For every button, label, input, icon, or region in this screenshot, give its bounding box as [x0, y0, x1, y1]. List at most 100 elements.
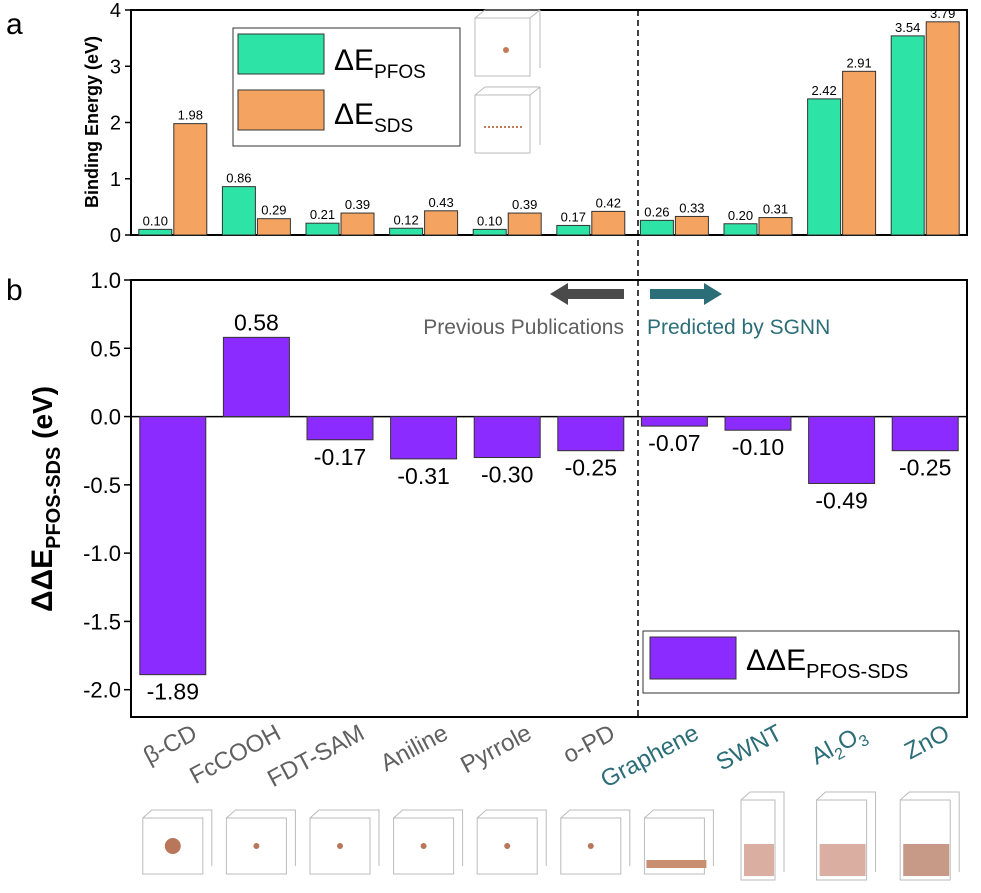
panel-a-bar-label: 0.10 [477, 213, 502, 228]
panel-b-bar-label: -0.49 [815, 487, 867, 513]
panel-b-bars: -1.89 0.58 -0.17 -0.31 -0.30 -0.25 -0.07 -0.10 -… [131, 309, 967, 705]
panel-a-bar-sds [507, 212, 542, 236]
panel-b-bar-label: -0.30 [481, 462, 533, 488]
slab-structure [744, 844, 774, 876]
panel-a-bar-sds [842, 70, 877, 236]
panel-a-bars: 0.10 0.86 0.21 0.12 0.10 0.17 0.26 0.20 2.42 3.54… [138, 6, 960, 236]
panel-a-y-tick-label: 0 [110, 225, 121, 247]
panel-a-y-tick-label: 1 [110, 169, 121, 191]
panel-b-y-axis: 1.0 0.5 0.0 -0.5 -1.0 -1.5 -2.0 [83, 268, 131, 703]
panel-a-bar-label: 0.33 [679, 200, 704, 215]
panel-b-bar [390, 416, 458, 460]
panel-a-bar-label: 2.91 [846, 55, 871, 70]
panel-b-bar-label: -0.07 [648, 430, 700, 456]
legend-swatch-pfos [237, 33, 325, 75]
molecule-glyph [504, 843, 511, 849]
panel-b-bar [473, 416, 541, 459]
thumbnail-box [899, 799, 951, 881]
panel-b-bar-label: -0.17 [314, 444, 366, 470]
panel-a-bar-label: 0.21 [310, 207, 335, 222]
thumbnail-box [225, 817, 287, 875]
slab-structure [819, 844, 866, 876]
panel-a-bar-pfos [389, 227, 424, 236]
panel-b-y-tick-label: -2.0 [83, 678, 121, 703]
panel-a-bar-label: 0.10 [143, 213, 168, 228]
panel-a-bar-label: 0.42 [596, 195, 621, 210]
panel-a-bar-sds [674, 215, 709, 236]
panel-a-bar-sds [925, 21, 960, 236]
legend-label-sds: ΔESDS [334, 98, 413, 137]
thumbnail-box [740, 799, 776, 881]
panel-b-y-axis-label: ΔΔEPFOS-SDS (eV) [26, 386, 65, 612]
thumbnail-box [309, 817, 371, 875]
panel-b-bar [640, 416, 708, 427]
panel-b-bar-label: -0.10 [732, 434, 784, 460]
arrow-predicted [650, 283, 722, 305]
thumbnail-box [142, 817, 204, 875]
thumbnail-box [393, 817, 455, 875]
x-axis-label: ZnO [900, 719, 954, 765]
panel-a-y-tick-label: 2 [110, 113, 121, 135]
panel-a-bar-pfos [807, 98, 842, 236]
panel-b-bar-label: -0.25 [899, 455, 951, 481]
panel-b-bar-label: 0.58 [234, 309, 279, 335]
panel-b-y-tick-label: 0.0 [90, 405, 121, 430]
panel-a-y-tick-label: 3 [110, 56, 121, 78]
panel-b-frame [130, 279, 968, 718]
legend-swatch-diff [649, 636, 737, 680]
x-axis-label: SWNT [712, 719, 787, 776]
thumbnail-box [816, 799, 868, 881]
thumbnail-box [476, 817, 538, 875]
x-axis-label: Al2O3 [807, 719, 873, 774]
panel-a-bar-label: 0.17 [561, 209, 586, 224]
panel-a-bar-label: 0.29 [261, 203, 286, 218]
panel-a-bar-pfos [138, 228, 173, 236]
panel-b-y-tick-label: -0.5 [83, 473, 121, 498]
molecule-glyph [420, 843, 427, 849]
panel-a-bar-pfos [723, 223, 758, 236]
x-axis-label: Pyrrole [456, 719, 536, 779]
panel-a-bar-sds [758, 217, 793, 236]
panel-a-bar-sds [591, 210, 626, 236]
x-axis-label: Aniline [376, 719, 452, 777]
panel-a-bar-pfos [890, 35, 925, 236]
panel-b: 1.0 0.5 0.0 -0.5 -1.0 -1.5 -2.0 ΔΔEPFOS-SDS (e… [26, 268, 968, 718]
molecule-glyph [337, 843, 343, 849]
thumbnail-box [643, 817, 705, 875]
panel-a-bar-sds [173, 123, 208, 236]
panel-a-bar-sds [256, 218, 291, 236]
panel-a-bar-pfos [221, 186, 256, 236]
previous-publications-label: Previous Publications [423, 316, 624, 339]
panel-b-label: b [6, 274, 23, 307]
molecule-glyph [253, 843, 260, 849]
predicted-by-sgnn-label: Predicted by SGNN [647, 316, 830, 339]
legend-swatch-sds [237, 89, 325, 131]
molecule-glyph [164, 838, 181, 854]
panel-b-bar-label: -1.89 [147, 679, 199, 705]
panel-a-bar-label: 0.39 [345, 197, 370, 212]
panel-b-bar-label: -0.31 [397, 463, 449, 489]
panel-a-y-axis: 0 1 2 3 4 [110, 0, 131, 247]
panel-a-bar-label: 2.42 [811, 83, 836, 98]
panel-b-bar [808, 416, 876, 484]
panel-a-y-tick-label: 4 [110, 0, 121, 22]
panel-a-bar-sds [340, 212, 375, 236]
panel-a-bar-label: 0.86 [226, 171, 251, 186]
slab-structure [903, 844, 950, 876]
panel-b-y-tick-label: 1.0 [90, 268, 121, 293]
legend-label-diff: ΔΔEPFOS-SDS [746, 644, 908, 683]
panel-a-bar-label: 0.26 [644, 204, 669, 219]
legend-label-pfos: ΔEPFOS [334, 44, 426, 83]
molecule-glyph [587, 843, 594, 849]
panel-a-y-axis-label: Binding Energy (eV) [82, 36, 102, 208]
panel-a-bar-label: 0.20 [728, 208, 753, 223]
panel-a-bar-label: 0.43 [428, 195, 453, 210]
panel-a-bar-label: 3.54 [895, 20, 920, 35]
panel-a-bar-label: 1.98 [178, 108, 203, 123]
panel-a-bar-label: 0.12 [393, 212, 418, 227]
panel-b-legend: ΔΔEPFOS-SDS [642, 630, 960, 694]
panel-a-bar-pfos [639, 219, 674, 236]
thumbnail-box [560, 817, 622, 875]
